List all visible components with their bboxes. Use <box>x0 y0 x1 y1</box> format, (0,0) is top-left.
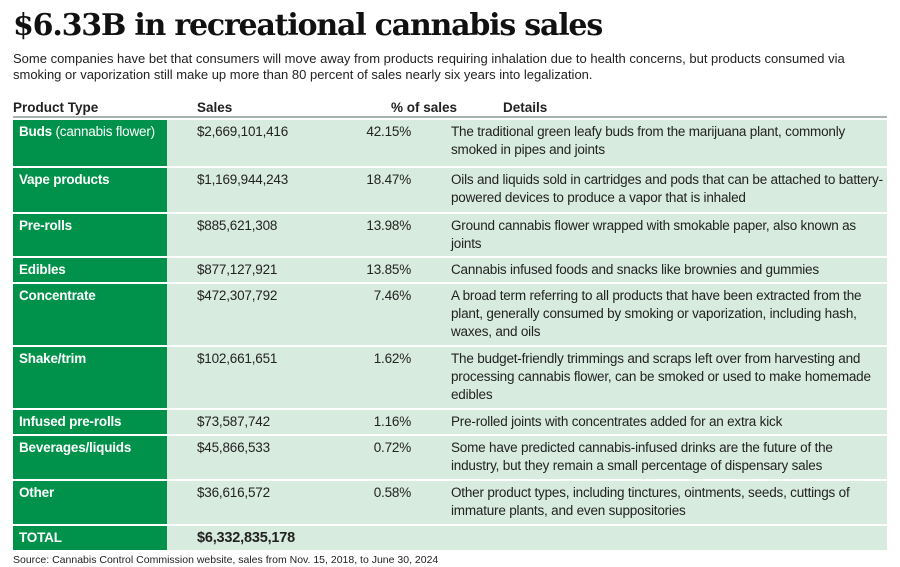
sales-cell: $73,587,742 <box>197 414 270 429</box>
product-type: Vape products <box>19 172 110 187</box>
product-type-cell: Pre-rolls <box>13 214 167 256</box>
table-row: Vape products $1,169,944,243 18.47% Oils… <box>13 168 887 212</box>
table-row: Buds (cannabis flower) $2,669,101,416 42… <box>13 120 887 166</box>
sales-cell: $45,866,533 <box>197 440 270 455</box>
sales-cell: $472,307,792 <box>197 288 278 303</box>
product-type: Other <box>19 485 55 500</box>
table-row: Other $36,616,572 0.58% Other product ty… <box>13 481 887 524</box>
product-type-cell: Concentrate <box>13 284 167 345</box>
pct-cell: 13.85% <box>366 262 411 277</box>
details-cell: A broad term referring to all products t… <box>451 288 862 339</box>
product-type-cell: Vape products <box>13 168 167 212</box>
pct-cell: 7.46% <box>373 288 411 303</box>
details-cell: Ground cannabis flower wrapped with smok… <box>451 218 856 251</box>
sales-cell: $102,661,651 <box>197 351 278 366</box>
product-type: Infused pre-rolls <box>19 414 122 429</box>
product-type: Edibles <box>19 262 66 277</box>
page-title: $6.33B in recreational cannabis sales <box>13 8 603 43</box>
product-type: Shake/trim <box>19 351 87 366</box>
table-row: Infused pre-rolls $73,587,742 1.16% Pre-… <box>13 410 887 434</box>
sales-cell: $2,669,101,416 <box>197 124 289 139</box>
details-cell: Cannabis infused foods and snacks like b… <box>451 262 819 277</box>
product-type: Buds <box>19 124 52 139</box>
sales-cell: $877,127,921 <box>197 262 278 277</box>
product-type-cell: Shake/trim <box>13 347 167 408</box>
table-row: Beverages/liquids $45,866,533 0.72% Some… <box>13 436 887 479</box>
product-type-note: (cannabis flower) <box>55 124 156 139</box>
pct-cell: 42.15% <box>366 124 411 139</box>
pct-cell: 1.16% <box>373 414 411 429</box>
sales-table: Product Type Sales % of sales Details Bu… <box>13 100 887 567</box>
details-cell: Some have predicted cannabis-infused dri… <box>451 440 833 473</box>
subtitle: Some companies have bet that consumers w… <box>13 51 845 82</box>
product-type-cell: Beverages/liquids <box>13 436 167 479</box>
details-cell: The budget-friendly trimmings and scraps… <box>451 351 871 402</box>
total-row: TOTAL $6,332,835,178 <box>13 526 887 550</box>
details-cell: Pre-rolled joints with concentrates adde… <box>451 414 783 429</box>
table-row: Edibles $877,127,921 13.85% Cannabis inf… <box>13 258 887 282</box>
header-details: Details <box>503 100 548 115</box>
source-note: Source: Cannabis Control Commission webs… <box>13 554 439 566</box>
product-type-cell: Other <box>13 481 167 524</box>
pct-cell: 18.47% <box>366 172 411 187</box>
product-type: Beverages/liquids <box>19 440 132 455</box>
pct-cell: 13.98% <box>366 218 411 233</box>
product-type-cell: Edibles <box>13 258 167 282</box>
details-cell: Oils and liquids sold in cartridges and … <box>451 172 883 205</box>
table-row: Concentrate $472,307,792 7.46% A broad t… <box>13 284 887 345</box>
total-label: TOTAL <box>13 526 167 550</box>
pct-cell: 0.72% <box>373 440 411 455</box>
table-header: Product Type Sales % of sales Details <box>13 100 887 118</box>
total-sales: $6,332,835,178 <box>197 530 295 546</box>
pct-cell: 0.58% <box>373 485 411 500</box>
sales-cell: $1,169,944,243 <box>197 172 289 187</box>
product-type-cell: Infused pre-rolls <box>13 410 167 434</box>
table-row: Pre-rolls $885,621,308 13.98% Ground can… <box>13 214 887 256</box>
header-product-type: Product Type <box>13 100 99 115</box>
header-pct: % of sales <box>390 100 457 115</box>
details-cell: The traditional green leafy buds from th… <box>451 124 846 157</box>
pct-cell: 1.62% <box>373 351 411 366</box>
table-row: Shake/trim $102,661,651 1.62% The budget… <box>13 347 887 408</box>
details-cell: Other product types, including tinctures… <box>451 485 850 518</box>
product-type: Pre-rolls <box>19 218 72 233</box>
header-sales: Sales <box>197 100 233 115</box>
product-type-cell: Buds (cannabis flower) <box>13 120 167 166</box>
product-type: Concentrate <box>19 288 96 303</box>
sales-cell: $885,621,308 <box>197 218 278 233</box>
sales-cell: $36,616,572 <box>197 485 270 500</box>
